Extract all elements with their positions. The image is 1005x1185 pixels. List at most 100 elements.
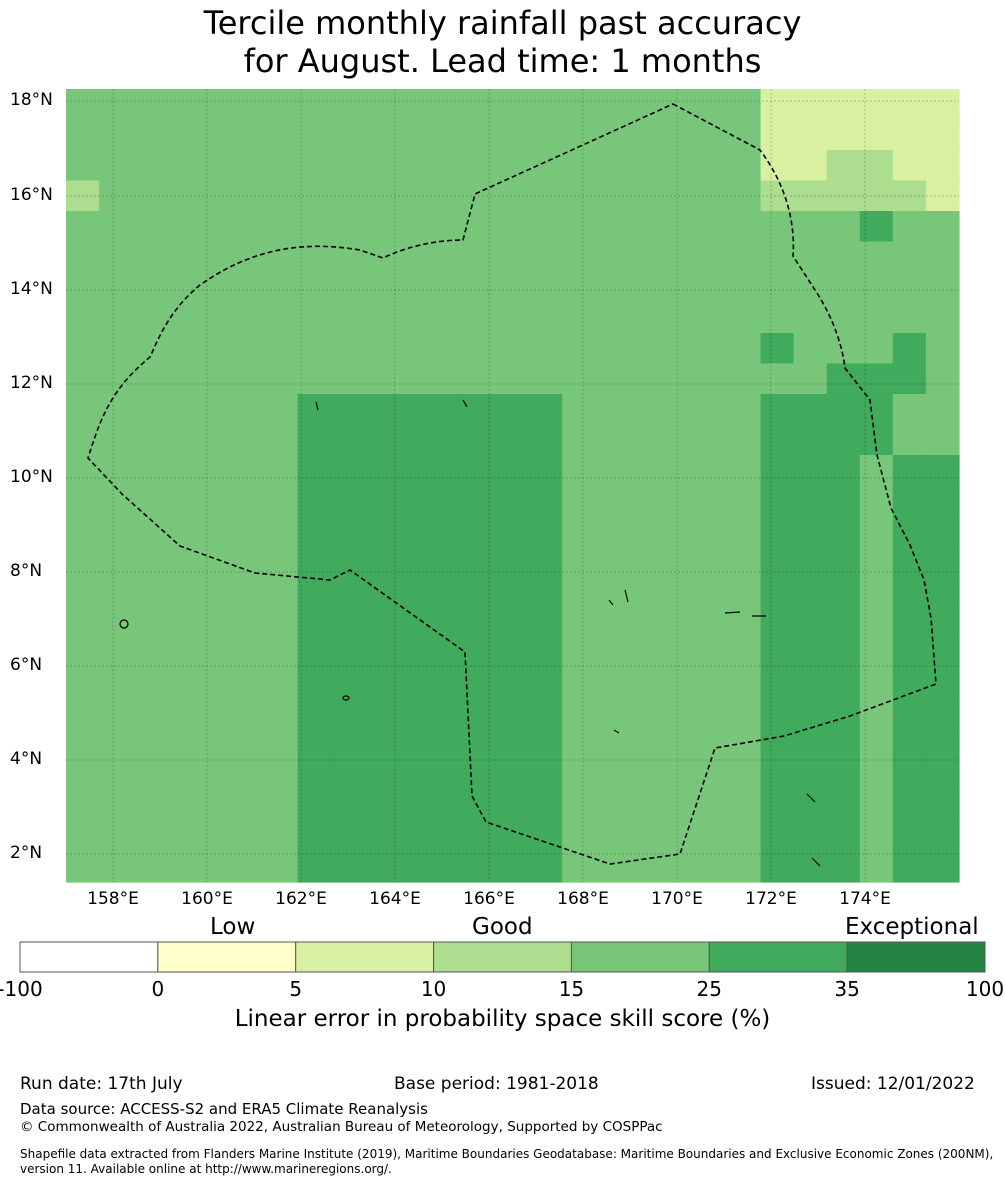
grid-cell <box>925 516 960 548</box>
grid-cell <box>396 577 431 609</box>
grid-cell <box>363 302 398 334</box>
grid-cell <box>363 638 398 670</box>
lon-label: 164°E <box>369 889 421 909</box>
lat-label: 4°N <box>10 749 43 769</box>
grid-cell <box>363 546 398 578</box>
grid-cell <box>628 546 662 578</box>
grid-cell <box>66 150 100 182</box>
grid-cell <box>99 729 133 761</box>
grid-cell <box>694 760 729 792</box>
grid-cell <box>628 211 662 243</box>
grid-cell <box>198 424 232 456</box>
grid-cell <box>132 302 166 334</box>
grid-cell <box>595 89 629 121</box>
colorbar-segment <box>846 941 986 973</box>
grid-cell <box>231 699 266 731</box>
grid-cell <box>396 790 431 822</box>
grid-cell <box>330 638 365 670</box>
grid-cell <box>165 89 199 121</box>
grid-cell <box>760 150 795 182</box>
grid-cell <box>859 638 894 670</box>
grid-cell <box>661 363 695 395</box>
grid-cell <box>132 851 166 883</box>
grid-cell <box>396 302 431 334</box>
grid-cell <box>859 699 894 731</box>
grid-cell <box>396 729 431 761</box>
grid-cell <box>826 729 861 761</box>
grid-cell <box>132 668 166 700</box>
grid-cell <box>429 333 464 365</box>
grid-cell <box>396 424 431 456</box>
grid-cell <box>859 729 894 761</box>
grid-cell <box>66 333 100 365</box>
grid-cell <box>562 424 596 456</box>
grid-cell <box>363 668 398 700</box>
grid-cell <box>859 485 894 517</box>
grid-cell <box>198 455 232 487</box>
colorbar-tick-label: 5 <box>289 977 303 1001</box>
grid-cell <box>859 851 894 883</box>
grid-cell <box>297 516 332 548</box>
grid-cell <box>462 272 497 304</box>
grid-cell <box>925 729 960 761</box>
grid-cell <box>99 516 133 548</box>
grid-cell <box>99 821 133 853</box>
grid-cell <box>231 150 266 182</box>
grid-cell <box>462 424 497 456</box>
grid-cell <box>495 821 530 853</box>
grid-cell <box>529 119 563 151</box>
grid-cell <box>760 851 795 883</box>
grid-cell <box>297 272 332 304</box>
grid-cell <box>198 699 232 731</box>
grid-cell <box>330 333 365 365</box>
grid-cell <box>529 211 563 243</box>
grid-cell <box>429 150 464 182</box>
grid-cell <box>892 790 927 822</box>
grid-cell <box>793 180 828 212</box>
grid-cell <box>264 577 299 609</box>
grid-cell <box>859 302 894 334</box>
grid-cell <box>396 455 431 487</box>
grid-cell <box>595 607 629 639</box>
grid-cell <box>793 455 828 487</box>
grid-cell <box>297 790 332 822</box>
grid-cell <box>628 699 662 731</box>
grid-cell <box>264 180 299 212</box>
grid-cell <box>892 333 927 365</box>
grid-cell <box>132 424 166 456</box>
grid-cell <box>562 119 596 151</box>
grid-cell <box>892 699 927 731</box>
grid-cell <box>396 516 431 548</box>
grid-cell <box>529 607 563 639</box>
grid-cell <box>727 89 762 121</box>
grid-cell <box>727 180 762 212</box>
grid-cell <box>793 394 828 426</box>
grid-cell <box>66 180 100 212</box>
grid-cell <box>661 241 695 273</box>
grid-cell <box>793 333 828 365</box>
grid-cell <box>892 516 927 548</box>
grid-cell <box>165 516 199 548</box>
grid-cell <box>529 272 563 304</box>
grid-cell <box>132 394 166 426</box>
grid-cell <box>529 241 563 273</box>
grid-cell <box>661 180 695 212</box>
grid-cell <box>859 760 894 792</box>
grid-cell <box>429 699 464 731</box>
grid-cell <box>925 89 960 121</box>
lon-label: 168°E <box>557 889 609 909</box>
grid-cell <box>165 577 199 609</box>
grid-cell <box>694 638 729 670</box>
grid-cell <box>595 485 629 517</box>
grid-cell <box>330 272 365 304</box>
grid-cell <box>694 333 729 365</box>
grid-cell <box>231 485 266 517</box>
grid-cell <box>165 424 199 456</box>
grid-cell <box>396 546 431 578</box>
grid-cell <box>727 516 762 548</box>
grid-cell <box>363 760 398 792</box>
lat-label: 16°N <box>10 185 53 205</box>
grid-cell <box>66 241 100 273</box>
grid-cell <box>363 180 398 212</box>
grid-cell <box>661 699 695 731</box>
